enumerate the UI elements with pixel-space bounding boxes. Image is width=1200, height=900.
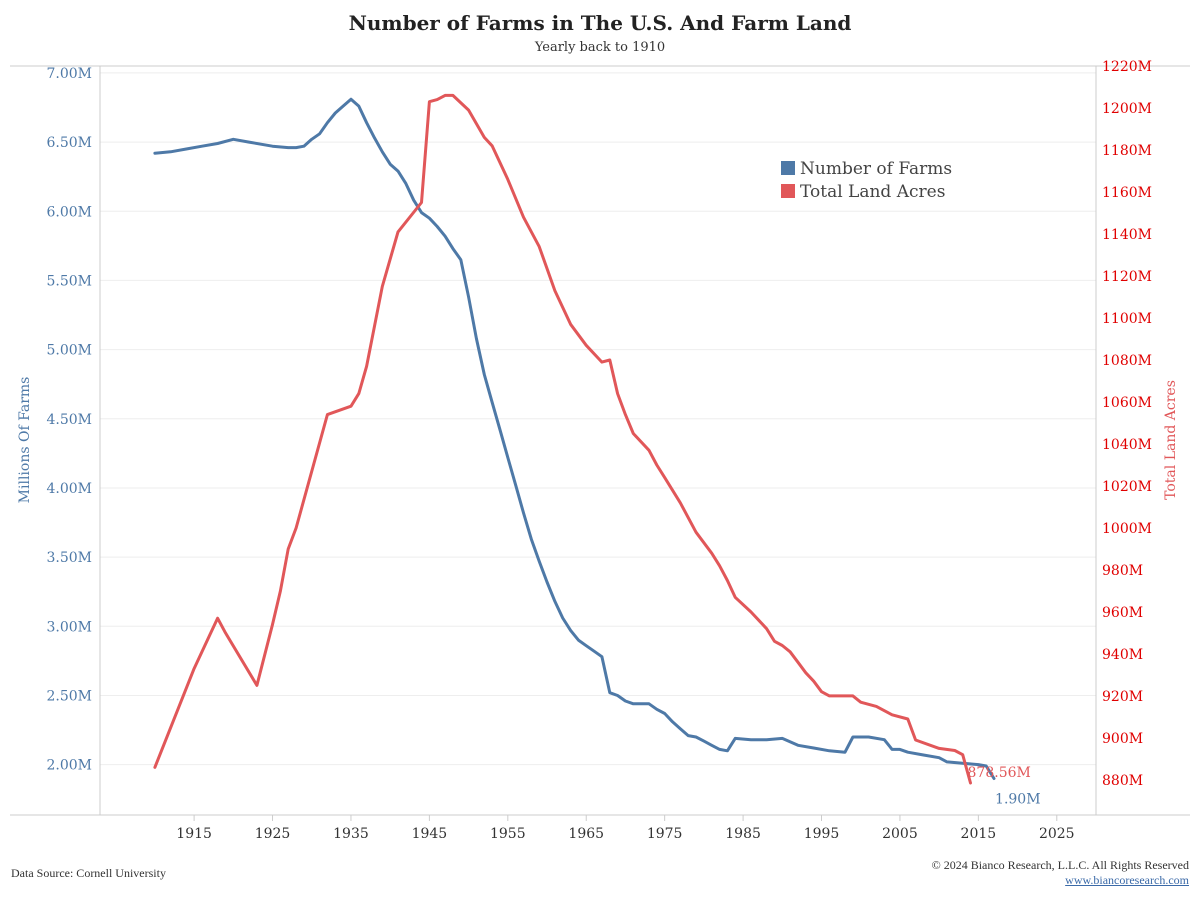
- right-tick-label: 1200M: [1102, 101, 1152, 117]
- x-tick-label: 1965: [568, 826, 604, 842]
- left-axis-ticks: 2.00M 2.50M 3.00M 3.50M 4.00M 4.50M 5.00M 5.50M…: [46, 66, 92, 774]
- acres-line: [153, 93, 972, 785]
- right-tick-label: 940M: [1102, 647, 1143, 663]
- x-tick-label: 1945: [412, 826, 448, 842]
- copyright-block: © 2024 Bianco Research, L.L.C. All Right…: [932, 858, 1189, 888]
- website-link[interactable]: www.biancoresearch.com: [1065, 873, 1189, 887]
- right-tick-label: 1120M: [1102, 269, 1152, 285]
- x-tick-label: 1915: [176, 826, 212, 842]
- series-lines: [153, 93, 996, 785]
- legend-swatch: [781, 161, 795, 175]
- x-tick-label: 1935: [333, 826, 369, 842]
- right-tick-label: 920M: [1102, 689, 1143, 705]
- plot-frame: [10, 65, 1190, 816]
- left-tick-label: 7.00M: [46, 66, 92, 82]
- left-tick-label: 3.50M: [46, 550, 92, 566]
- chart-title: Number of Farms in The U.S. And Farm Lan…: [348, 11, 852, 35]
- legend-label: Number of Farms: [800, 159, 952, 179]
- legend-label: Total Land Acres: [800, 182, 945, 202]
- right-tick-label: 1140M: [1102, 227, 1152, 243]
- left-tick-label: 2.50M: [46, 688, 92, 704]
- left-tick-label: 5.50M: [46, 273, 92, 289]
- x-tick-label: 1985: [725, 826, 761, 842]
- right-tick-label: 1060M: [1102, 395, 1152, 411]
- right-tick-label: 1040M: [1102, 437, 1152, 453]
- grid-lines: [100, 72, 1096, 766]
- legend: Number of Farms Total Land Acres: [781, 159, 952, 202]
- right-tick-label: 1020M: [1102, 479, 1152, 495]
- x-tick-label: 1925: [255, 826, 291, 842]
- right-tick-label: 1160M: [1102, 185, 1152, 201]
- end-labels: 1.90M 878.56M: [968, 765, 1041, 808]
- left-tick-label: 5.00M: [46, 343, 92, 359]
- acres-end-label: 878.56M: [968, 765, 1031, 781]
- right-tick-label: 1000M: [1102, 521, 1152, 537]
- right-tick-label: 1080M: [1102, 353, 1152, 369]
- right-tick-label: 880M: [1102, 773, 1143, 789]
- right-tick-label: 1180M: [1102, 143, 1152, 159]
- x-tick-label: 2015: [961, 826, 997, 842]
- right-tick-label: 1220M: [1102, 59, 1152, 75]
- chart-subtitle: Yearly back to 1910: [534, 40, 666, 55]
- right-tick-label: 1100M: [1102, 311, 1152, 327]
- left-axis-title: Millions Of Farms: [17, 377, 33, 504]
- right-tick-label: 960M: [1102, 605, 1143, 621]
- axis-titles: Millions Of Farms Total Land Acres: [17, 377, 1179, 504]
- x-tick-label: 2005: [882, 826, 918, 842]
- x-tick-label: 1975: [647, 826, 683, 842]
- x-tick-label: 1995: [804, 826, 840, 842]
- left-tick-label: 6.00M: [46, 204, 92, 220]
- x-tick-label: 1955: [490, 826, 526, 842]
- copyright-text: © 2024 Bianco Research, L.L.C. All Right…: [931, 858, 1189, 872]
- right-axis-title: Total Land Acres: [1163, 380, 1179, 500]
- left-tick-label: 2.00M: [46, 758, 92, 774]
- right-tick-label: 980M: [1102, 563, 1143, 579]
- left-tick-label: 3.00M: [46, 619, 92, 635]
- data-source-note: Data Source: Cornell University: [11, 866, 166, 880]
- right-axis-ticks: 880M 900M 920M 940M 960M 980M 1000M 1020M 1040M 1…: [1102, 59, 1152, 789]
- left-tick-label: 4.50M: [46, 412, 92, 428]
- left-tick-label: 4.00M: [46, 481, 92, 497]
- left-tick-label: 6.50M: [46, 135, 92, 151]
- farms-line: [153, 97, 996, 780]
- right-tick-label: 900M: [1102, 731, 1143, 747]
- x-axis-ticks: 1915 1925 1935 1945 1955 1965 1975 1985 1995 2005…: [176, 815, 1075, 842]
- legend-swatch: [781, 184, 795, 198]
- farms-end-label: 1.90M: [995, 791, 1041, 807]
- x-tick-label: 2025: [1039, 826, 1075, 842]
